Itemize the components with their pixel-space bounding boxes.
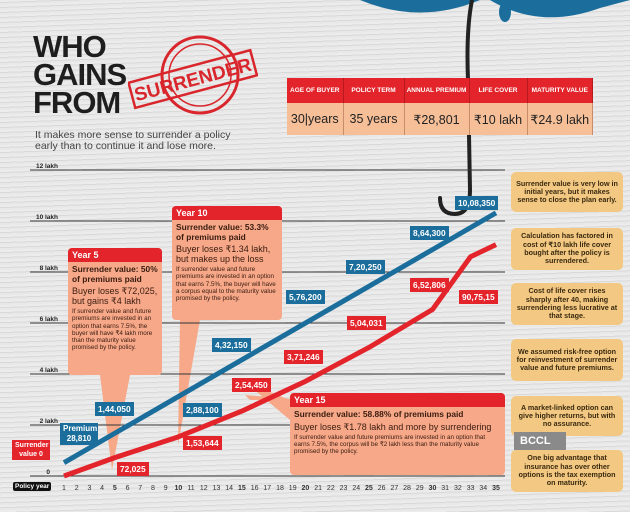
- annotation-line2: Buyer loses ₹1.78 lakh and more by surre…: [294, 421, 492, 432]
- annotation-year-10: Year 10 Surrender value: 53.3% of premiu…: [172, 206, 282, 320]
- annotation-line1: Surrender value: 53.3% of premiums paid: [176, 222, 269, 242]
- x-tick-label: 22: [327, 485, 335, 492]
- y-tick-label: 8 lakh: [40, 265, 58, 272]
- annotation-line1: Surrender value: 50% of premiums paid: [72, 264, 158, 284]
- surrender-data-label: 5,04,031: [347, 316, 386, 330]
- x-tick-label: 14: [225, 485, 233, 492]
- x-tick-label: 19: [289, 485, 297, 492]
- surrender-data-label: 1,53,644: [183, 436, 222, 450]
- header-cover: LIFE COVER: [469, 78, 528, 103]
- premium-data-label: 2,88,100: [183, 403, 222, 417]
- surrender-data-label: 72,025: [117, 462, 149, 476]
- x-tick-label: 10: [174, 485, 182, 492]
- x-tick-label: 16: [251, 485, 259, 492]
- premium-data-label: 7,20,250: [346, 260, 385, 274]
- x-tick-label: 23: [340, 485, 348, 492]
- x-tick-label: 4: [100, 485, 104, 492]
- premium-data-label: 8,64,300: [410, 226, 449, 240]
- x-tick-label: 20: [302, 485, 310, 492]
- note-3: Cost of life cover rises sharply after 4…: [511, 283, 623, 325]
- surrender-data-label: Surrender value 0: [12, 440, 50, 460]
- x-tick-label: 30: [429, 485, 437, 492]
- x-tick-label: 18: [276, 485, 284, 492]
- annotation-line3: If surrender value and future premiums a…: [294, 433, 486, 456]
- x-tick-label: 32: [454, 485, 462, 492]
- annotation-line1: Surrender value: 58.88% of premiums paid: [294, 409, 464, 419]
- header-age: AGE OF BUYER: [287, 78, 344, 103]
- x-tick-label: 8: [151, 485, 155, 492]
- x-tick-label: 28: [403, 485, 411, 492]
- annotation-year-5: Year 5 Surrender value: 50% of premiums …: [68, 248, 162, 375]
- subtitle: It makes more sense to surrender a polic…: [35, 129, 231, 152]
- value-cover: ₹10 lakh: [469, 103, 528, 135]
- note-1: Surrender value is very low in initial y…: [511, 172, 623, 212]
- x-tick-label: 24: [352, 485, 360, 492]
- x-tick-label: 26: [378, 485, 386, 492]
- policy-info-table: AGE OF BUYER POLICY TERM ANNUAL PREMIUM …: [287, 78, 593, 135]
- x-tick-label: 29: [416, 485, 424, 492]
- value-age: 30|years: [287, 103, 344, 135]
- x-tick-label: 3: [87, 485, 91, 492]
- header-term: POLICY TERM: [343, 78, 405, 103]
- y-tick-label: 0: [46, 469, 50, 476]
- annotation-header: Year 15: [290, 393, 505, 407]
- header-maturity: MATURITY VALUE: [527, 78, 593, 103]
- x-tick-label: 1: [62, 485, 66, 492]
- header-premium: ANNUAL PREMIUM: [404, 78, 470, 103]
- annotation-line3: If surrender value and future premiums a…: [72, 308, 153, 352]
- x-tick-label: 35: [492, 485, 500, 492]
- x-tick-label: 13: [213, 485, 221, 492]
- note-5: A market-linked option can give higher r…: [511, 396, 623, 436]
- x-tick-label: 11: [187, 485, 194, 492]
- series-line-surrender-value: [63, 242, 498, 479]
- page-title: WHO GAINS FROM: [33, 29, 127, 120]
- series-line-premium: [62, 210, 498, 465]
- x-tick-label: 34: [479, 485, 487, 492]
- premium-data-label: 1,44,050: [95, 402, 134, 416]
- value-maturity: ₹24.9 lakh: [527, 103, 593, 135]
- y-tick-label: 10 lakh: [36, 214, 58, 221]
- annotation-year-15: Year 15 Surrender value: 58.88% of premi…: [290, 393, 505, 475]
- surrender-data-label: 6,52,806: [410, 278, 449, 292]
- y-tick-label: 4 lakh: [40, 367, 58, 374]
- x-tick-label: 5: [113, 485, 117, 492]
- annotation-line2: Buyer loses ₹1.34 lakh, but makes up the…: [176, 244, 271, 264]
- annotation-header: Year 10: [172, 206, 282, 220]
- premium-data-label: 4,32,150: [212, 338, 251, 352]
- x-tick-label: 15: [238, 485, 246, 492]
- x-tick-label: 2: [75, 485, 79, 492]
- surrender-stamp: SURRENDER: [128, 35, 258, 115]
- y-tick-label: 6 lakh: [40, 316, 58, 323]
- x-tick-label: 33: [467, 485, 475, 492]
- note-4: We assumed risk-free option for reinvest…: [511, 339, 623, 381]
- y-tick-label: 2 lakh: [40, 418, 58, 425]
- surrender-data-label: 2,54,450: [232, 378, 271, 392]
- x-tick-label: 27: [390, 485, 398, 492]
- x-tick-label: 31: [441, 485, 449, 492]
- surrender-data-label: 3,71,246: [284, 350, 323, 364]
- note-6: One big advantage that insurance has ove…: [511, 450, 623, 492]
- x-tick-label: 6: [126, 485, 130, 492]
- surrender-data-label: 90,75,15: [459, 290, 498, 304]
- bccl-watermark: BCCL: [514, 432, 566, 450]
- x-tick-label: 9: [164, 485, 168, 492]
- x-tick-label: 21: [314, 485, 322, 492]
- note-2: Calculation has factored in cost of ₹10 …: [511, 228, 623, 270]
- premium-data-label: 5,76,200: [286, 290, 325, 304]
- premium-data-label: 10,08,350: [455, 196, 499, 210]
- annotation-line2: Buyer loses ₹72,025, but gains ₹4 lakh: [72, 286, 158, 306]
- y-tick-label: 12 lakh: [36, 163, 58, 170]
- annotation-header: Year 5: [68, 248, 162, 262]
- x-axis-label: Policy year: [13, 482, 52, 491]
- x-tick-label: 25: [365, 485, 373, 492]
- value-term: 35 years: [343, 103, 405, 135]
- annotation-line3: If surrender value and future premiums a…: [176, 266, 276, 303]
- x-tick-label: 17: [263, 485, 271, 492]
- value-premium: ₹28,801: [404, 103, 470, 135]
- x-tick-label: 7: [138, 485, 142, 492]
- premium-data-label: Premium 28,810: [60, 423, 98, 445]
- x-tick-label: 12: [200, 485, 208, 492]
